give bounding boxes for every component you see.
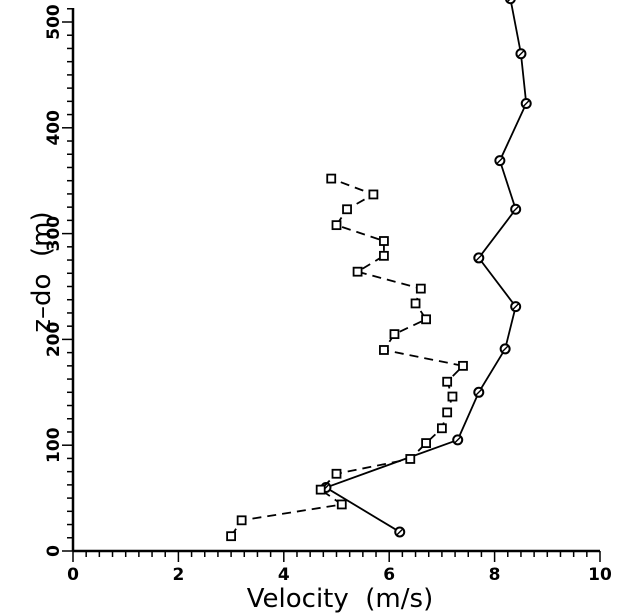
square-marker xyxy=(331,468,342,479)
circle-marker xyxy=(505,0,516,5)
square-marker xyxy=(331,220,342,231)
square-marker xyxy=(436,423,447,434)
circle-marker-slash xyxy=(512,205,520,213)
square-marker xyxy=(379,236,389,246)
square-marker xyxy=(458,360,468,371)
square-marker xyxy=(442,376,453,387)
x-axis-title: Velocity (m/s) xyxy=(247,584,433,614)
square-marker xyxy=(379,345,389,355)
circle-marker-slash xyxy=(454,436,462,444)
plot-area xyxy=(226,0,532,542)
x-tick-label: 4 xyxy=(278,565,290,585)
y-tick-label: 400 xyxy=(44,110,64,146)
square-marker xyxy=(342,204,352,215)
series-2-line xyxy=(230,177,465,537)
x-tick-label: 8 xyxy=(489,565,501,585)
x-tick-label: 10 xyxy=(588,565,612,585)
y-tick-label: 100 xyxy=(44,427,64,463)
y-tick-label: 200 xyxy=(44,321,64,357)
square-marker xyxy=(410,298,421,309)
axes xyxy=(62,8,601,562)
square-marker xyxy=(447,391,458,402)
circle-marker-slash xyxy=(501,345,509,353)
series-1-line xyxy=(323,0,528,533)
x-tick-label: 2 xyxy=(172,565,184,585)
circle-marker-slash xyxy=(396,528,404,536)
square-marker xyxy=(421,438,431,448)
square-marker xyxy=(336,499,347,510)
y-axis-title: z–do (m) xyxy=(27,211,57,332)
circle-marker-slash xyxy=(496,157,504,165)
square-marker xyxy=(442,407,453,418)
y-tick-label: 300 xyxy=(44,216,64,252)
circle-marker-slash xyxy=(506,0,511,3)
square-marker xyxy=(405,454,416,464)
y-tick-label: 0 xyxy=(44,545,64,557)
square-marker xyxy=(352,266,363,277)
square-marker xyxy=(326,173,337,184)
circle-marker-slash xyxy=(522,99,530,107)
square-marker xyxy=(421,314,431,325)
circle-marker-slash xyxy=(475,388,483,396)
square-marker xyxy=(236,515,247,526)
square-marker xyxy=(389,329,400,340)
square-marker xyxy=(368,189,379,200)
circle-marker-slash xyxy=(475,254,483,262)
x-tick-label: 0 xyxy=(67,565,79,585)
square-marker xyxy=(415,283,426,294)
square-marker xyxy=(379,250,389,261)
square-marker xyxy=(315,484,326,495)
circle-marker-slash xyxy=(512,303,520,311)
circle-marker-slash xyxy=(517,50,525,58)
square-marker xyxy=(226,531,237,542)
x-tick-label: 6 xyxy=(383,565,395,585)
y-tick-label: 500 xyxy=(44,4,64,40)
